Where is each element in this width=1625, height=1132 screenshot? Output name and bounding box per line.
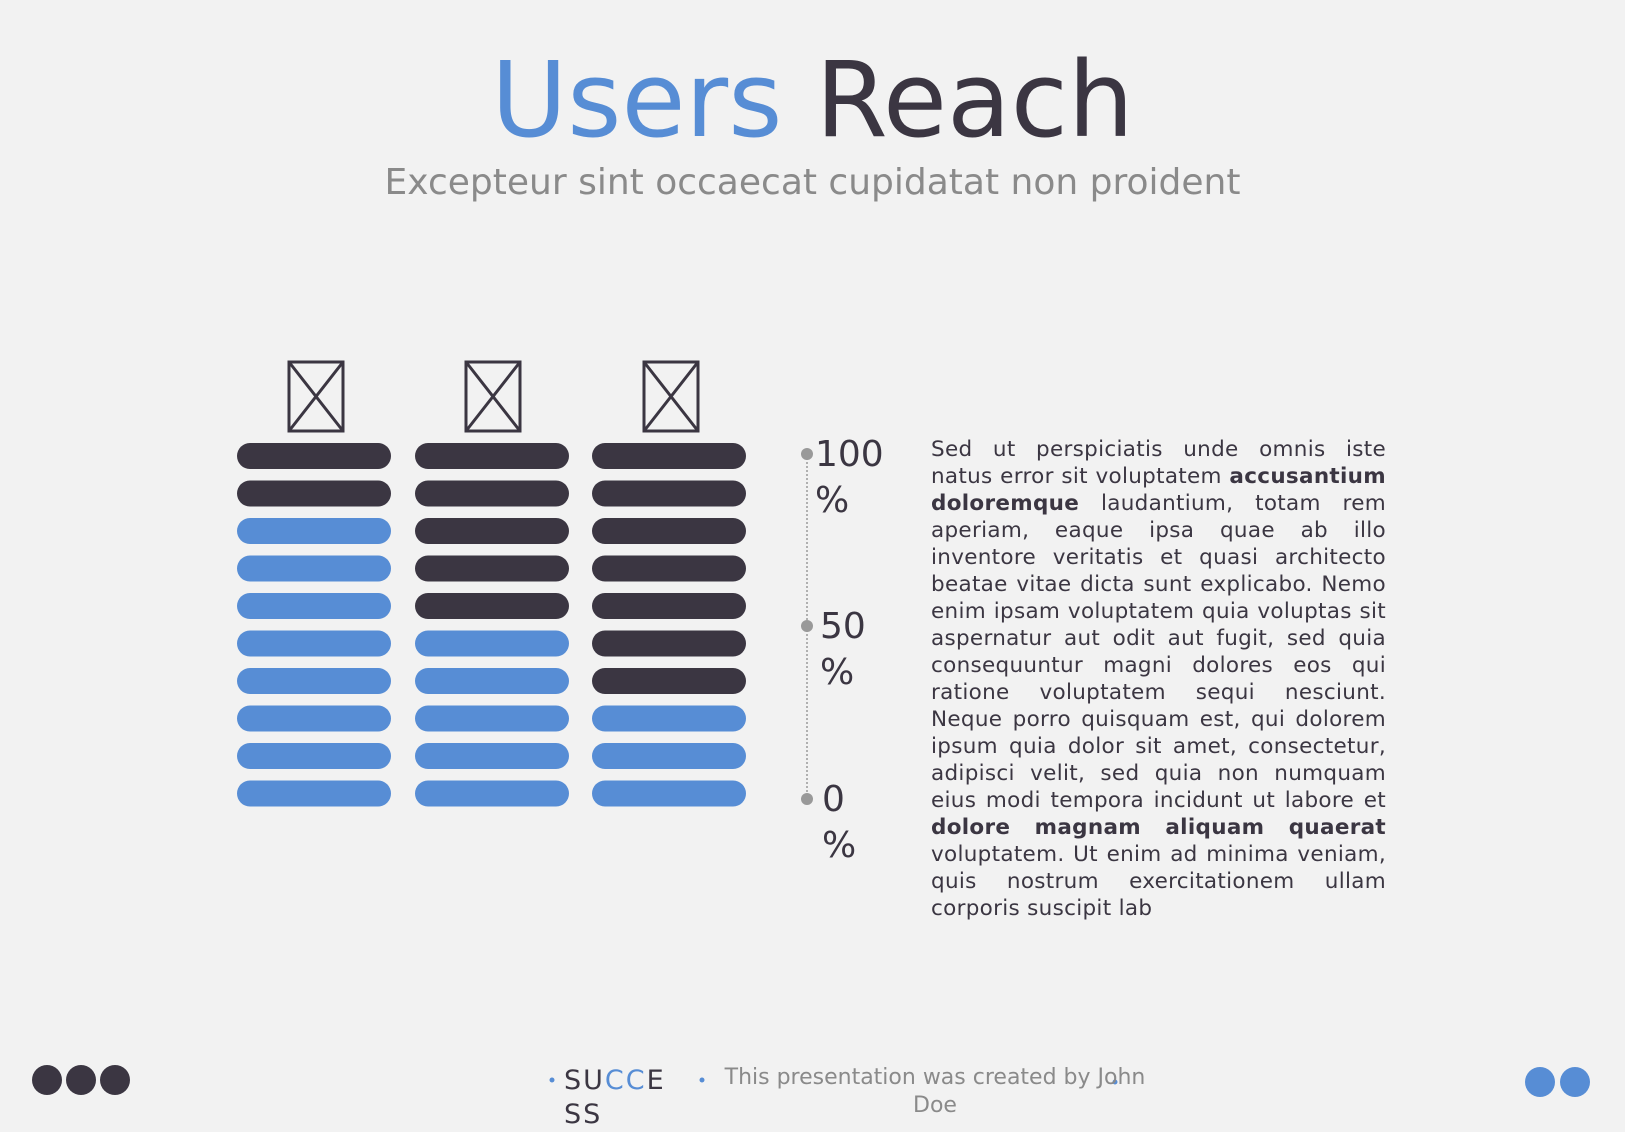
pill	[592, 668, 746, 694]
pill	[415, 555, 569, 582]
paragraph-text: dolore magnam aliquam quaerat	[931, 815, 1386, 840]
logo: SUCCE SS	[564, 1064, 674, 1132]
pill	[237, 743, 391, 769]
credit: This presentation was created by John Do…	[724, 1065, 1146, 1118]
paragraph-text: Sed ut perspiciatis unde omnis iste natu…	[931, 437, 1386, 489]
pill	[237, 668, 391, 694]
pill	[237, 780, 391, 807]
icon	[464, 360, 522, 433]
button[interactable]	[100, 1065, 130, 1095]
scale-label: 100 %	[815, 434, 884, 521]
pill	[415, 780, 569, 807]
pill	[415, 668, 569, 694]
pill	[415, 630, 569, 657]
paragraph-text: accusantium doloremque	[931, 464, 1386, 516]
pill	[592, 780, 746, 807]
footer-dots	[549, 1077, 1118, 1085]
logo-part: SU	[564, 1065, 605, 1096]
paragraph-text: laudantium, totam rem aperiam, eaque ips…	[931, 491, 1386, 813]
scale-dot	[801, 793, 813, 805]
pill	[592, 705, 746, 732]
pill	[592, 593, 746, 619]
subtitle: Excepteur sint occaecat cupidatat non pr…	[384, 162, 1241, 203]
button[interactable]	[1525, 1067, 1555, 1097]
title-accent: Users	[491, 39, 783, 161]
scale-dot	[801, 448, 813, 460]
pill	[592, 743, 746, 769]
pill	[237, 555, 391, 582]
icon	[642, 360, 700, 433]
pill	[237, 705, 391, 732]
icon	[287, 360, 345, 433]
logo-part: CC	[604, 1065, 647, 1096]
pill	[592, 480, 746, 507]
pill	[592, 630, 746, 657]
scale-label: 50 %	[820, 606, 866, 693]
button[interactable]	[32, 1065, 62, 1095]
pill	[237, 593, 391, 619]
pill	[592, 518, 746, 544]
scale-dot	[801, 620, 813, 632]
pill	[415, 743, 569, 769]
title: Users Reach	[0, 40, 1625, 160]
pill	[415, 518, 569, 544]
right-buttons	[1525, 1067, 1590, 1097]
pill	[415, 593, 569, 619]
button[interactable]	[1560, 1067, 1590, 1097]
column	[237, 443, 391, 807]
column	[592, 443, 746, 807]
pill	[415, 480, 569, 507]
pill	[237, 630, 391, 657]
pill	[237, 443, 391, 469]
pill	[237, 518, 391, 544]
pill	[415, 443, 569, 469]
paragraph-text: voluptatem. Ut enim ad minima veniam, qu…	[931, 842, 1386, 921]
left-buttons	[32, 1065, 130, 1095]
title-rest: Reach	[815, 39, 1134, 161]
button[interactable]	[66, 1065, 96, 1095]
pill	[592, 443, 746, 469]
pill	[592, 555, 746, 582]
column	[415, 443, 569, 807]
paragraph: Sed ut perspiciatis unde omnis iste natu…	[931, 436, 1386, 922]
pill	[415, 705, 569, 732]
icons	[287, 360, 700, 433]
scale-label: 0 %	[822, 779, 857, 866]
pill	[237, 480, 391, 507]
